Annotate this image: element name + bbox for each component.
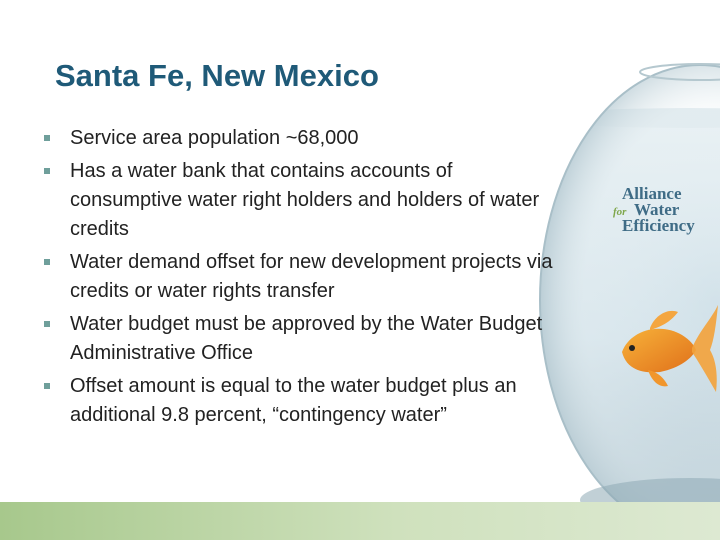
bullet-list: Service area population ~68,000 Has a wa… [44,124,554,434]
logo-line1: Alliance [622,184,682,203]
square-bullet-icon [44,259,50,265]
bullet-text: Has a water bank that contains accounts … [70,160,540,240]
bullet-item: Water budget must be approved by the Wat… [44,310,554,368]
square-bullet-icon [44,321,50,327]
square-bullet-icon [44,383,50,389]
bullet-text: Water budget must be approved by the Wat… [70,313,543,364]
slide-title: Santa Fe, New Mexico [55,58,379,93]
bullet-text: Water demand offset for new development … [70,251,553,302]
bullet-text: Service area population ~68,000 [70,127,359,149]
goldfish-icon [622,305,718,392]
square-bullet-icon [44,168,50,174]
logo-for: for [613,206,627,218]
logo-line3: Efficiency [622,216,695,235]
bullet-item: Offset amount is equal to the water budg… [44,372,554,430]
logo-line2: Water [634,200,680,219]
bullet-item: Water demand offset for new development … [44,248,554,306]
alliance-for-water-efficiency-logo: Alliance for Water Efficiency [613,184,695,235]
bullet-text: Offset amount is equal to the water budg… [70,375,517,426]
bullet-item: Service area population ~68,000 [44,124,554,153]
footer-bar [0,502,720,540]
square-bullet-icon [44,135,50,141]
bullet-item: Has a water bank that contains accounts … [44,157,554,244]
